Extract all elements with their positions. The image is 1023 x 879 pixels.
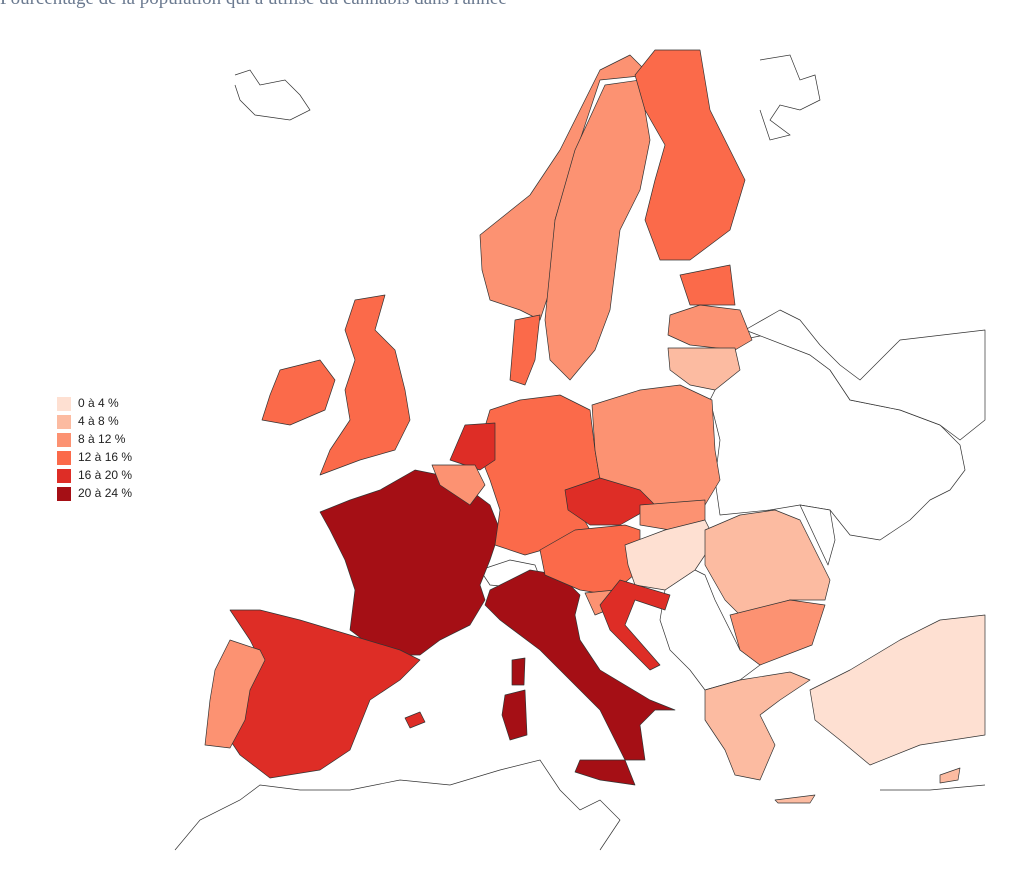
country bbox=[501, 689, 528, 741]
country bbox=[774, 794, 816, 804]
legend-swatch bbox=[57, 415, 71, 429]
country bbox=[319, 469, 501, 656]
legend-swatch bbox=[57, 433, 71, 447]
country bbox=[667, 304, 753, 351]
country bbox=[261, 359, 336, 426]
non-data-countries bbox=[174, 54, 986, 851]
country bbox=[599, 579, 671, 671]
legend-label: 8 à 12 % bbox=[78, 432, 126, 446]
country bbox=[484, 569, 676, 761]
country bbox=[809, 614, 986, 766]
legend-swatch bbox=[57, 487, 71, 501]
legend-label: 4 à 8 % bbox=[78, 414, 119, 428]
country bbox=[431, 464, 486, 506]
country bbox=[319, 294, 411, 476]
legend: 0 à 4 % 4 à 8 % 8 à 12 % 12 à 16 % 16 à 20 %… bbox=[57, 396, 132, 501]
country bbox=[939, 767, 961, 784]
country bbox=[449, 422, 496, 471]
country bbox=[667, 347, 741, 391]
country bbox=[544, 79, 651, 381]
country bbox=[564, 477, 656, 526]
legend-label: 12 à 16 % bbox=[78, 450, 132, 464]
country bbox=[729, 599, 826, 666]
country bbox=[511, 657, 526, 686]
country bbox=[634, 49, 746, 261]
legend-swatch bbox=[57, 397, 71, 411]
legend-swatch bbox=[57, 451, 71, 465]
map-title: Pourcentage de la population qui a utili… bbox=[0, 0, 507, 9]
country bbox=[204, 639, 266, 749]
legend-label: 20 à 24 % bbox=[78, 486, 132, 500]
country bbox=[679, 264, 736, 306]
country bbox=[704, 671, 811, 781]
legend-label: 16 à 20 % bbox=[78, 468, 132, 482]
country bbox=[704, 509, 831, 616]
country bbox=[574, 759, 636, 786]
legend-swatch bbox=[57, 469, 71, 483]
country bbox=[509, 314, 541, 386]
country bbox=[404, 711, 426, 729]
legend-label: 0 à 4 % bbox=[78, 396, 119, 410]
countries bbox=[204, 49, 986, 804]
country bbox=[591, 384, 721, 511]
country bbox=[624, 519, 716, 591]
